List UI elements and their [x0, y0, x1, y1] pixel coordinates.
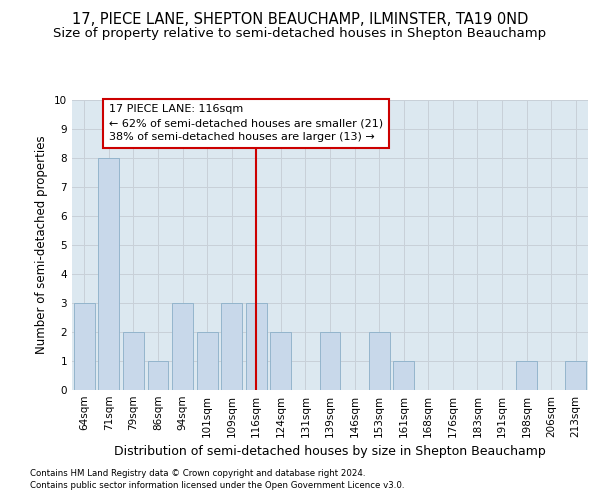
Bar: [271, 332, 292, 390]
Text: 17 PIECE LANE: 116sqm
← 62% of semi-detached houses are smaller (21)
38% of semi: 17 PIECE LANE: 116sqm ← 62% of semi-deta…: [109, 104, 383, 142]
Bar: [172, 303, 193, 390]
Bar: [368, 332, 389, 390]
Text: Contains public sector information licensed under the Open Government Licence v3: Contains public sector information licen…: [30, 481, 404, 490]
Bar: [98, 158, 119, 390]
Bar: [123, 332, 144, 390]
Text: Contains HM Land Registry data © Crown copyright and database right 2024.: Contains HM Land Registry data © Crown c…: [30, 468, 365, 477]
Bar: [197, 332, 218, 390]
Bar: [320, 332, 340, 390]
Bar: [221, 303, 242, 390]
Bar: [516, 361, 537, 390]
Text: Size of property relative to semi-detached houses in Shepton Beauchamp: Size of property relative to semi-detach…: [53, 28, 547, 40]
Bar: [74, 303, 95, 390]
Bar: [246, 303, 267, 390]
Text: 17, PIECE LANE, SHEPTON BEAUCHAMP, ILMINSTER, TA19 0ND: 17, PIECE LANE, SHEPTON BEAUCHAMP, ILMIN…: [72, 12, 528, 28]
X-axis label: Distribution of semi-detached houses by size in Shepton Beauchamp: Distribution of semi-detached houses by …: [114, 446, 546, 458]
Bar: [393, 361, 414, 390]
Y-axis label: Number of semi-detached properties: Number of semi-detached properties: [35, 136, 49, 354]
Bar: [148, 361, 169, 390]
Bar: [565, 361, 586, 390]
